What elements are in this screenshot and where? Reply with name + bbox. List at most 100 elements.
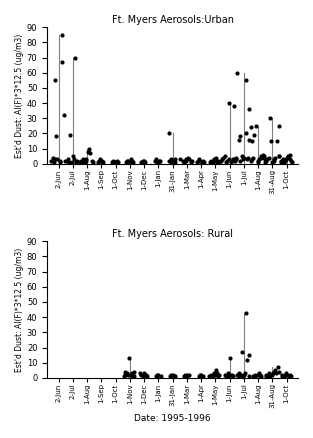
Point [225,157,230,164]
Point [197,156,202,163]
Point [235,69,240,76]
Point [158,157,163,164]
Point [217,371,222,378]
Point [268,115,273,122]
Point [50,154,55,161]
Point [185,154,190,161]
Point [226,373,231,380]
Point [182,157,187,164]
Point [180,157,185,164]
Point [261,151,266,158]
X-axis label: Date: 1995-1996: Date: 1995-1996 [134,414,211,423]
Point [237,370,242,377]
Point [97,156,102,163]
Point [258,373,263,380]
Point [142,157,147,164]
Point [210,373,215,380]
Point [172,373,177,380]
Point [141,159,146,166]
Point [272,157,277,164]
Point [227,99,232,106]
Point [84,157,89,164]
Point [142,370,147,377]
Point [86,148,91,155]
Point [230,156,235,163]
Point [283,371,288,378]
Point [169,159,174,166]
Point [286,373,291,380]
Point [241,371,246,378]
Point [284,156,289,163]
Point [171,157,176,164]
Point [279,157,284,164]
Point [262,156,267,163]
Point [132,373,137,380]
Point [268,371,273,378]
Point [157,159,162,166]
Point [59,31,64,38]
Point [275,364,280,371]
Point [240,156,245,163]
Point [233,156,239,163]
Point [250,156,255,163]
Point [68,131,73,138]
Point [287,371,292,378]
Point [185,371,190,378]
Point [242,154,247,161]
Point [130,370,135,377]
Point [100,157,105,164]
Point [216,157,221,164]
Point [110,157,115,164]
Point [127,355,132,362]
Point [236,136,241,143]
Point [281,373,286,380]
Point [153,373,158,380]
Point [208,371,213,378]
Point [132,368,137,375]
Point [243,77,248,84]
Point [276,122,281,129]
Point [233,156,238,163]
Point [141,373,146,380]
Point [250,138,255,145]
Point [283,157,288,164]
Point [154,371,159,378]
Point [262,154,267,161]
Point [130,157,135,164]
Point [143,371,148,378]
Point [268,373,273,380]
Point [178,156,183,163]
Point [127,159,132,166]
Point [122,371,127,378]
Point [143,159,148,166]
Point [271,370,276,377]
Point [141,371,146,378]
Point [274,370,279,377]
Point [115,159,120,166]
Point [158,373,163,380]
Point [198,157,203,164]
Point [247,136,252,143]
Point [288,373,293,380]
Point [168,371,173,378]
Point [275,138,280,145]
Point [264,156,269,163]
Point [188,159,193,166]
Point [255,157,260,164]
Point [196,373,201,380]
Point [110,159,115,166]
Point [199,159,204,166]
Point [252,131,257,138]
Point [271,368,276,375]
Point [49,157,54,164]
Point [268,138,273,145]
Point [66,159,71,166]
Point [267,154,272,161]
Point [172,159,177,166]
Point [210,159,215,166]
Point [100,159,105,166]
Point [57,159,62,166]
Point [234,371,239,378]
Point [231,102,236,110]
Point [236,373,241,380]
